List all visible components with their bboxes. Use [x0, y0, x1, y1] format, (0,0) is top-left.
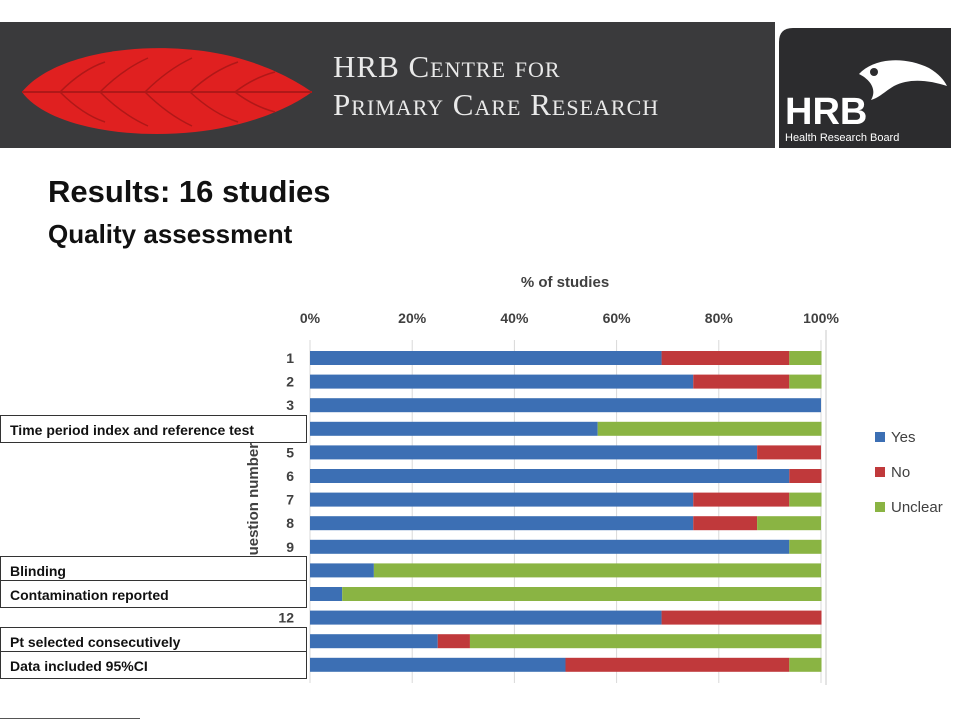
bar-yes-q11: [310, 587, 343, 601]
y-tick-label: 8: [286, 515, 294, 531]
bar-unclear-q10: [373, 563, 821, 578]
bar-unclear-q14: [789, 657, 822, 672]
bar-no-q6: [789, 469, 822, 483]
header-title-line1: HRB Centre for: [333, 49, 561, 84]
legend-label-yes: Yes: [891, 429, 915, 446]
page-subtitle: Quality assessment: [48, 219, 293, 249]
bar-yes-q6: [310, 469, 790, 483]
hrb-logo-text: HRB: [785, 91, 867, 133]
bar-yes-q2: [310, 374, 694, 389]
bar-no-q14: [565, 657, 790, 672]
y-tick-label: 12: [278, 610, 294, 626]
legend-swatch-unclear: [875, 502, 885, 512]
legend-label-unclear: Unclear: [891, 499, 943, 516]
y-tick-label: 7: [286, 492, 294, 508]
y-tick-label: 6: [286, 468, 294, 484]
bar-yes-q8: [310, 516, 694, 531]
bar-yes-q13: [310, 634, 438, 649]
bar-yes-q9: [310, 539, 790, 554]
bar-yes-q12: [310, 610, 662, 625]
y-tick-label: 3: [286, 397, 294, 413]
chart-title: % of studies: [521, 274, 609, 291]
bar-unclear-q7: [789, 492, 822, 507]
y-tick-label: 1: [286, 350, 294, 366]
annotation-label: Time period index and reference test: [0, 414, 307, 443]
x-tick-label: 40%: [500, 310, 529, 326]
x-tick-label: 60%: [603, 310, 632, 326]
bar-yes-q10: [310, 563, 374, 578]
bar-yes-q1: [310, 351, 662, 365]
leaf-logo: [22, 48, 312, 135]
x-tick-label: 0%: [300, 310, 321, 326]
bar-no-q13: [437, 634, 470, 649]
page-title: Results: 16 studies: [48, 174, 331, 209]
bar-yes-q3: [310, 398, 821, 413]
y-tick-label: 5: [286, 444, 294, 460]
y-tick-label: 9: [286, 539, 294, 555]
bar-no-q12: [661, 610, 822, 625]
legend-label-no: No: [891, 464, 910, 481]
header-banner: [0, 22, 775, 148]
bar-unclear-q1: [789, 351, 822, 365]
hrb-logo-subtext: Health Research Board: [785, 132, 899, 144]
x-tick-label: 80%: [705, 310, 734, 326]
annotation-label: Blinding: [0, 556, 307, 585]
bar-unclear-q4: [597, 421, 822, 436]
bar-unclear-q11: [342, 587, 822, 601]
bar-unclear-q2: [789, 374, 822, 389]
bar-yes-q5: [310, 445, 758, 460]
x-tick-label: 20%: [398, 310, 427, 326]
bar-unclear-q9: [789, 539, 822, 554]
y-tick-label: 2: [286, 374, 294, 390]
annotation-label: Contamination reported: [0, 580, 307, 608]
bar-no-q1: [661, 351, 790, 365]
legend-swatch-no: [875, 467, 885, 477]
header-title: HRB Centre for Primary Care Research: [333, 48, 763, 124]
bar-no-q8: [693, 516, 758, 531]
bar-yes-q4: [310, 421, 598, 436]
footer-divider: [0, 718, 140, 719]
bar-unclear-q8: [757, 516, 821, 531]
x-tick-label: 100%: [803, 310, 839, 326]
bar-no-q7: [693, 492, 790, 507]
hrb-logo: HRB Health Research Board: [779, 28, 951, 148]
bar-unclear-q13: [469, 634, 822, 649]
bar-no-q5: [757, 445, 821, 460]
bar-no-q2: [693, 374, 790, 389]
legend-swatch-yes: [875, 432, 885, 442]
bar-yes-q14: [310, 657, 566, 672]
hrb-logo-graphic: HRB Health Research Board: [779, 28, 951, 148]
annotation-label: Pt selected consecutively: [0, 627, 307, 656]
annotation-label: Data included 95%CI: [0, 650, 307, 679]
header-title-line2: Primary Care Research: [333, 87, 660, 122]
chart-ylabel: Question number: [245, 443, 262, 567]
bar-yes-q7: [310, 492, 694, 507]
